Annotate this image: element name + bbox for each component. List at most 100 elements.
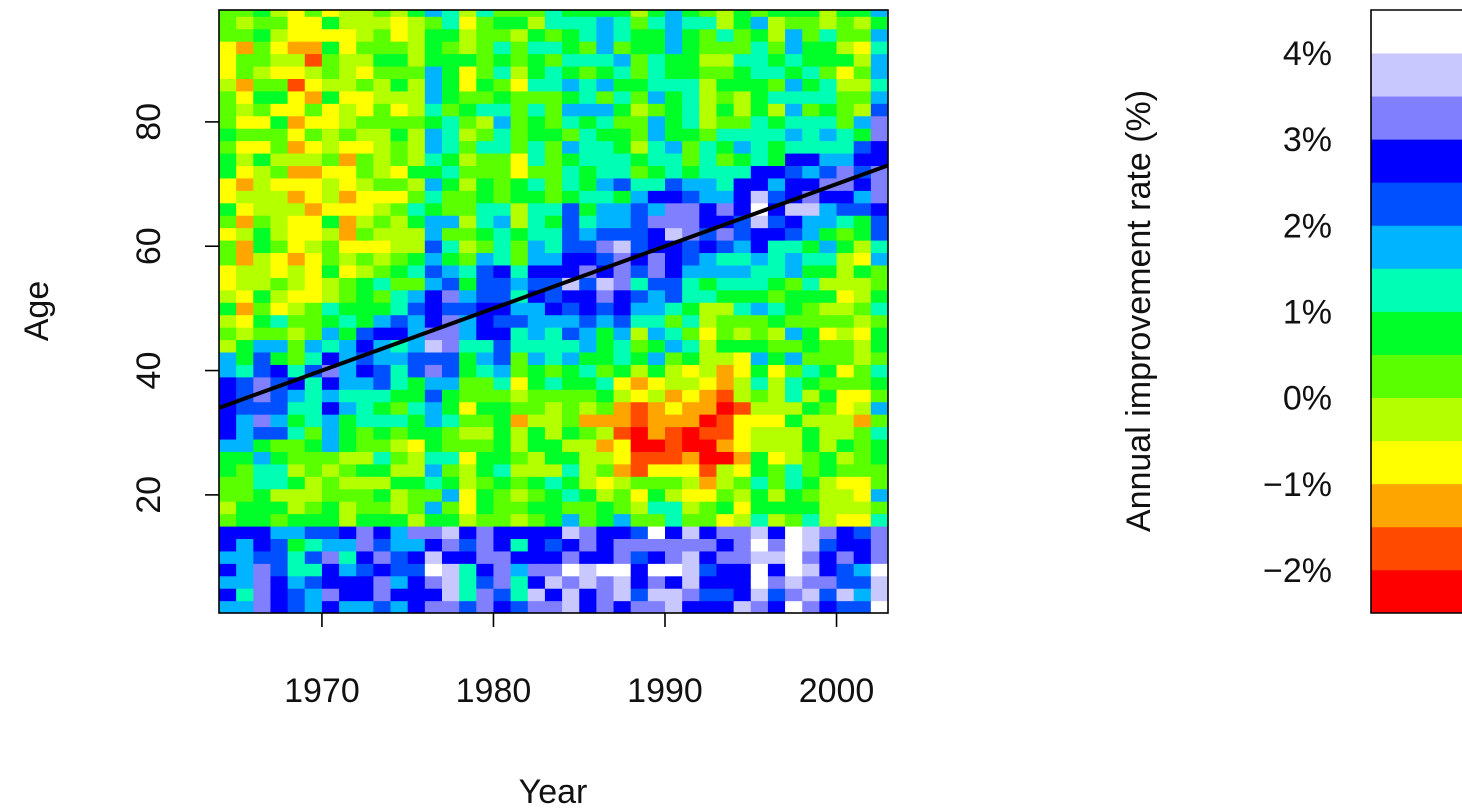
- heatmap-cell: [870, 426, 888, 440]
- heatmap-cell: [407, 78, 426, 92]
- heatmap-cell: [527, 501, 546, 515]
- heatmap-cell: [356, 501, 374, 515]
- heatmap-cell: [424, 202, 443, 216]
- colorbar-tick-label: 2%: [1283, 207, 1332, 245]
- heatmap-cell: [493, 103, 512, 117]
- heatmap-cell: [373, 165, 392, 179]
- heatmap-cell: [339, 264, 357, 278]
- heatmap-cell: [836, 575, 855, 589]
- heatmap-cell: [459, 376, 477, 390]
- heatmap-cell: [304, 414, 323, 428]
- heatmap-cell: [424, 339, 443, 353]
- heatmap-cell: [287, 140, 306, 154]
- heatmap-cell: [562, 152, 580, 167]
- heatmap-cell: [870, 302, 888, 316]
- heatmap-cell: [870, 227, 888, 241]
- heatmap-cell: [407, 588, 426, 602]
- heatmap-cell: [527, 65, 546, 79]
- heatmap-cell: [339, 501, 357, 515]
- heatmap-cell: [476, 327, 495, 341]
- heatmap-cell: [253, 525, 272, 539]
- heatmap-cell: [596, 302, 615, 316]
- heatmap-cell: [699, 513, 718, 527]
- heatmap-cell: [665, 563, 683, 577]
- heatmap-cell: [853, 401, 872, 415]
- heatmap-cell: [287, 128, 306, 142]
- heatmap-cell: [510, 90, 529, 104]
- heatmap-cell: [219, 376, 237, 390]
- heatmap-cell: [493, 227, 512, 241]
- heatmap-cell: [339, 575, 357, 589]
- heatmap-cell: [510, 53, 529, 67]
- heatmap-cell: [476, 190, 495, 204]
- heatmap-cell: [870, 501, 888, 515]
- heatmap-cell: [270, 600, 289, 613]
- trend-line: [219, 163, 888, 410]
- heatmap-cell: [819, 28, 838, 42]
- heatmap-cell: [579, 364, 597, 378]
- heatmap-cell: [630, 289, 649, 303]
- heatmap-cell: [665, 414, 683, 428]
- heatmap-cell: [339, 227, 357, 241]
- heatmap-cell: [270, 165, 289, 179]
- heatmap-cell: [647, 389, 666, 403]
- heatmap-cell: [304, 215, 323, 229]
- heatmap-cell: [870, 277, 888, 291]
- heatmap-cell: [287, 78, 306, 92]
- heatmap-cell: [785, 240, 803, 254]
- heatmap-cell: [802, 202, 820, 216]
- heatmap-cell: [613, 501, 632, 515]
- heatmap-cell: [733, 140, 752, 154]
- heatmap-cell: [630, 190, 649, 204]
- heatmap-cell: [236, 277, 254, 291]
- heatmap-cell: [390, 488, 409, 502]
- heatmap-cell: [390, 152, 409, 167]
- heatmap-cell: [459, 513, 477, 527]
- heatmap-cell: [459, 115, 477, 129]
- heatmap-cell: [665, 115, 683, 129]
- heatmap-cell: [699, 575, 718, 589]
- heatmap-cell: [750, 550, 769, 564]
- heatmap-cell: [304, 10, 323, 17]
- heatmap-cell: [253, 277, 272, 291]
- heatmap-cell: [562, 438, 580, 452]
- heatmap-cell: [733, 10, 752, 17]
- heatmap-cell: [699, 16, 718, 30]
- heatmap-cell: [407, 351, 426, 365]
- heatmap-cell: [424, 550, 443, 564]
- heatmap-cell: [510, 538, 529, 552]
- heatmap-cell: [321, 476, 340, 490]
- heatmap-cell: [407, 227, 426, 241]
- heatmap-cell: [682, 414, 700, 428]
- heatmap-cell: [682, 289, 700, 303]
- heatmap-cell: [236, 53, 254, 67]
- heatmap-cell: [356, 476, 374, 490]
- heatmap-cell: [716, 438, 735, 452]
- heatmap-cell: [236, 426, 254, 440]
- colorbar-bin: [1371, 10, 1462, 54]
- heatmap-cell: [802, 227, 820, 241]
- heatmap-cell: [716, 414, 735, 428]
- heatmap-cell: [733, 401, 752, 415]
- heatmap-cell: [853, 16, 872, 30]
- heatmap-cell: [407, 264, 426, 278]
- heatmap-cell: [682, 140, 700, 154]
- heatmap-cell: [630, 414, 649, 428]
- heatmap-cell: [270, 252, 289, 266]
- heatmap-cell: [253, 128, 272, 142]
- heatmap-cell: [270, 177, 289, 191]
- heatmap-cell: [339, 451, 357, 465]
- heatmap-cell: [613, 103, 632, 117]
- heatmap-cell: [356, 140, 374, 154]
- heatmap-cell: [287, 41, 306, 55]
- heatmap-cell: [390, 525, 409, 539]
- heatmap-cell: [802, 289, 820, 303]
- heatmap-cell: [836, 501, 855, 515]
- heatmap-cell: [236, 302, 254, 316]
- heatmap-cell: [544, 115, 563, 129]
- heatmap-cell: [785, 588, 803, 602]
- heatmap-cell: [750, 90, 769, 104]
- colorbar-tick-label: 1%: [1283, 294, 1332, 332]
- heatmap-cell: [579, 152, 597, 167]
- heatmap-cell: [630, 264, 649, 278]
